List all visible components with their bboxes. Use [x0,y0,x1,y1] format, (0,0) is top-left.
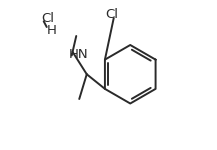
Text: HN: HN [69,48,88,60]
Text: H: H [46,24,56,36]
Text: Cl: Cl [42,12,55,25]
Text: Cl: Cl [106,8,119,21]
